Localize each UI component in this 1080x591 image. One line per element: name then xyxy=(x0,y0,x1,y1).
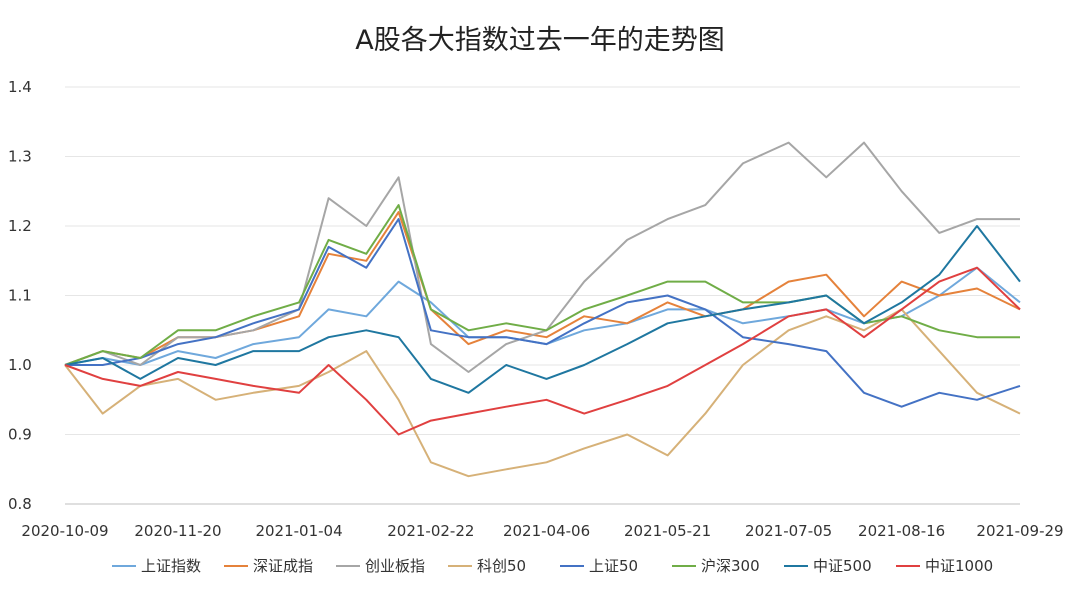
legend: 上证指数 深证成指 创业板指 科创50 上证50 沪深300 中证500 中证1000 xyxy=(112,557,993,575)
series-line xyxy=(64,308,1021,478)
x-tick-label: 2021-09-29 xyxy=(976,522,1063,540)
chart-title: A股各大指数过去一年的走势图 xyxy=(355,25,725,56)
y-tick-label: 1.3 xyxy=(8,148,32,166)
legend-label: 中证500 xyxy=(813,557,872,575)
series-line xyxy=(64,211,1021,366)
legend-label: 深证成指 xyxy=(253,557,313,575)
y-axis: 0.8 0.9 1.0 1.1 1.2 1.3 1.4 xyxy=(8,78,32,513)
x-tick-label: 2021-02-22 xyxy=(387,522,474,540)
y-tick-label: 1.4 xyxy=(8,78,32,96)
legend-label: 中证1000 xyxy=(925,557,993,575)
legend-label: 科创50 xyxy=(477,557,526,575)
x-tick-label: 2021-01-04 xyxy=(255,522,342,540)
legend-label: 上证50 xyxy=(589,557,638,575)
series-line xyxy=(64,204,1020,366)
x-axis: 2020-10-09 2020-11-20 2021-01-04 2021-02-22… xyxy=(21,522,1063,540)
x-tick-label: 2021-08-16 xyxy=(858,522,945,540)
series-line xyxy=(64,266,1021,436)
series-line xyxy=(64,141,1020,373)
x-tick-label: 2021-07-05 xyxy=(745,522,832,540)
x-tick-label: 2021-04-06 xyxy=(503,522,590,540)
y-tick-label: 1.0 xyxy=(8,356,32,374)
series-lines xyxy=(64,141,1021,478)
x-tick-label: 2020-10-09 xyxy=(21,522,108,540)
y-tick-label: 0.8 xyxy=(8,495,32,513)
legend-label: 上证指数 xyxy=(141,557,201,575)
legend-label: 沪深300 xyxy=(701,557,760,575)
series-line xyxy=(64,225,1021,394)
legend-label: 创业板指 xyxy=(365,557,425,575)
x-tick-label: 2020-11-20 xyxy=(134,522,221,540)
y-tick-label: 0.9 xyxy=(8,426,32,444)
x-tick-label: 2021-05-21 xyxy=(624,522,711,540)
y-tick-label: 1.2 xyxy=(8,217,32,235)
grid-lines xyxy=(65,86,1020,505)
y-tick-label: 1.1 xyxy=(8,287,32,305)
series-line xyxy=(65,218,1021,408)
